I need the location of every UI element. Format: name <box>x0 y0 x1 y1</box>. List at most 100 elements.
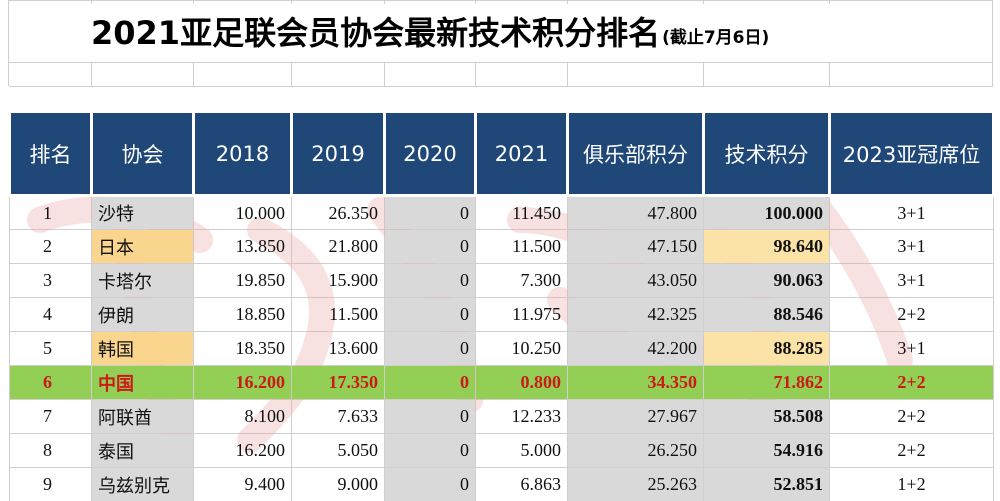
cell-club-points: 26.250 <box>567 433 704 468</box>
cell-2021: 5.000 <box>475 433 568 468</box>
cell-association: 伊朗 <box>91 297 194 332</box>
cell-club-points: 47.150 <box>567 229 704 264</box>
table-row: 8 泰国 16.200 5.050 0 5.000 26.250 54.916 2+2 <box>9 433 994 468</box>
cell-acl-seats: 1+2 <box>829 467 994 501</box>
cell-tech-points: 54.916 <box>703 433 830 468</box>
cell-association: 阿联酋 <box>91 399 194 434</box>
table-row: 2 日本 13.850 21.800 0 11.500 47.150 98.640 3+1 <box>9 229 994 264</box>
cell-club-points: 25.263 <box>567 467 704 501</box>
cell-2020: 0 <box>384 297 476 332</box>
cell-association: 卡塔尔 <box>91 263 194 298</box>
table-row: 9 乌兹别克 9.400 9.000 0 6.863 25.263 52.851 1+2 <box>9 467 994 501</box>
cell-2019: 9.000 <box>291 467 385 501</box>
cell-2018: 18.350 <box>193 331 292 366</box>
cell-acl-seats: 3+1 <box>829 229 994 264</box>
header-club-points: 俱乐部积分 <box>566 110 705 197</box>
cell-rank: 8 <box>9 433 92 468</box>
cell-2021: 11.975 <box>475 297 568 332</box>
cell-2019: 7.633 <box>291 399 385 434</box>
cell-2018: 16.200 <box>193 365 292 400</box>
cell-acl-seats: 3+1 <box>829 331 994 366</box>
table-row: 7 阿联酋 8.100 7.633 0 12.233 27.967 58.508 2+2 <box>9 399 994 434</box>
cell-tech-points: 71.862 <box>703 365 830 400</box>
header-tech-points: 技术积分 <box>702 110 831 197</box>
title-grid: 2021亚足联会员协会最新技术积分排名 (截止7月6日) <box>8 0 993 87</box>
cell-2018: 8.100 <box>193 399 292 434</box>
cell-2018: 18.850 <box>193 297 292 332</box>
cell-2020: 0 <box>384 365 476 400</box>
title-main: 2021亚足联会员协会最新技术积分排名 <box>91 14 661 52</box>
cell-tech-points: 88.285 <box>703 331 830 366</box>
cell-acl-seats: 3+1 <box>829 195 994 230</box>
cell-club-points: 27.967 <box>567 399 704 434</box>
cell-club-points: 34.350 <box>567 365 704 400</box>
cell-2019: 5.050 <box>291 433 385 468</box>
cell-rank: 4 <box>9 297 92 332</box>
table-row: 1 沙特 10.000 26.350 0 11.450 47.800 100.000 3+1 <box>9 195 994 230</box>
cell-club-points: 42.325 <box>567 297 704 332</box>
cell-rank: 1 <box>9 195 92 230</box>
cell-2021: 6.863 <box>475 467 568 501</box>
cell-tech-points: 58.508 <box>703 399 830 434</box>
cell-2018: 16.200 <box>193 433 292 468</box>
cell-rank: 7 <box>9 399 92 434</box>
table-row: 5 韩国 18.350 13.600 0 10.250 42.200 88.285 3+1 <box>9 331 994 366</box>
cell-2021: 0.800 <box>475 365 568 400</box>
cell-2019: 26.350 <box>291 195 385 230</box>
page-title: 2021亚足联会员协会最新技术积分排名 (截止7月6日) <box>91 4 991 62</box>
header-2019: 2019 <box>290 110 386 197</box>
cell-acl-seats: 2+2 <box>829 399 994 434</box>
cell-acl-seats: 2+2 <box>829 297 994 332</box>
cell-2021: 11.500 <box>475 229 568 264</box>
cell-2021: 7.300 <box>475 263 568 298</box>
cell-association: 泰国 <box>91 433 194 468</box>
header-2020: 2020 <box>383 110 477 197</box>
cell-2020: 0 <box>384 195 476 230</box>
header-association: 协会 <box>90 110 195 197</box>
cell-club-points: 42.200 <box>567 331 704 366</box>
cell-association: 沙特 <box>91 195 194 230</box>
cell-2018: 9.400 <box>193 467 292 501</box>
title-sub: (截止7月6日) <box>662 28 770 48</box>
cell-2019: 21.800 <box>291 229 385 264</box>
cell-rank: 2 <box>9 229 92 264</box>
cell-2019: 13.600 <box>291 331 385 366</box>
cell-2019: 15.900 <box>291 263 385 298</box>
cell-association: 乌兹别克 <box>91 467 194 501</box>
cell-2019: 17.350 <box>291 365 385 400</box>
cell-2020: 0 <box>384 331 476 366</box>
table-row: 3 卡塔尔 19.850 15.900 0 7.300 43.050 90.063 3+1 <box>9 263 994 298</box>
cell-rank: 6 <box>9 365 92 400</box>
header-row: 排名 协会 2018 2019 2020 2021 俱乐部积分 技术积分 202… <box>8 110 995 197</box>
cell-2020: 0 <box>384 467 476 501</box>
table-row: 4 伊朗 18.850 11.500 0 11.975 42.325 88.546 2+2 <box>9 297 994 332</box>
ranking-table: 排名 协会 2018 2019 2020 2021 俱乐部积分 技术积分 202… <box>8 110 995 501</box>
cell-club-points: 43.050 <box>567 263 704 298</box>
cell-2020: 0 <box>384 399 476 434</box>
cell-2018: 19.850 <box>193 263 292 298</box>
header-rank: 排名 <box>8 110 93 197</box>
cell-acl-seats: 2+2 <box>829 433 994 468</box>
cell-2021: 12.233 <box>475 399 568 434</box>
cell-rank: 5 <box>9 331 92 366</box>
cell-2018: 10.000 <box>193 195 292 230</box>
cell-tech-points: 90.063 <box>703 263 830 298</box>
cell-rank: 9 <box>9 467 92 501</box>
cell-2019: 11.500 <box>291 297 385 332</box>
cell-acl-seats: 3+1 <box>829 263 994 298</box>
cell-2021: 11.450 <box>475 195 568 230</box>
cell-association: 日本 <box>91 229 194 264</box>
cell-tech-points: 100.000 <box>703 195 830 230</box>
cell-association: 中国 <box>91 365 194 400</box>
cell-2020: 0 <box>384 229 476 264</box>
header-acl-seats: 2023亚冠席位 <box>828 110 995 197</box>
cell-tech-points: 52.851 <box>703 467 830 501</box>
cell-club-points: 47.800 <box>567 195 704 230</box>
cell-acl-seats: 2+2 <box>829 365 994 400</box>
cell-association: 韩国 <box>91 331 194 366</box>
cell-2020: 0 <box>384 263 476 298</box>
cell-2018: 13.850 <box>193 229 292 264</box>
cell-2021: 10.250 <box>475 331 568 366</box>
header-2018: 2018 <box>192 110 293 197</box>
table-row: 6 中国 16.200 17.350 0 0.800 34.350 71.862 2+2 <box>9 365 994 400</box>
